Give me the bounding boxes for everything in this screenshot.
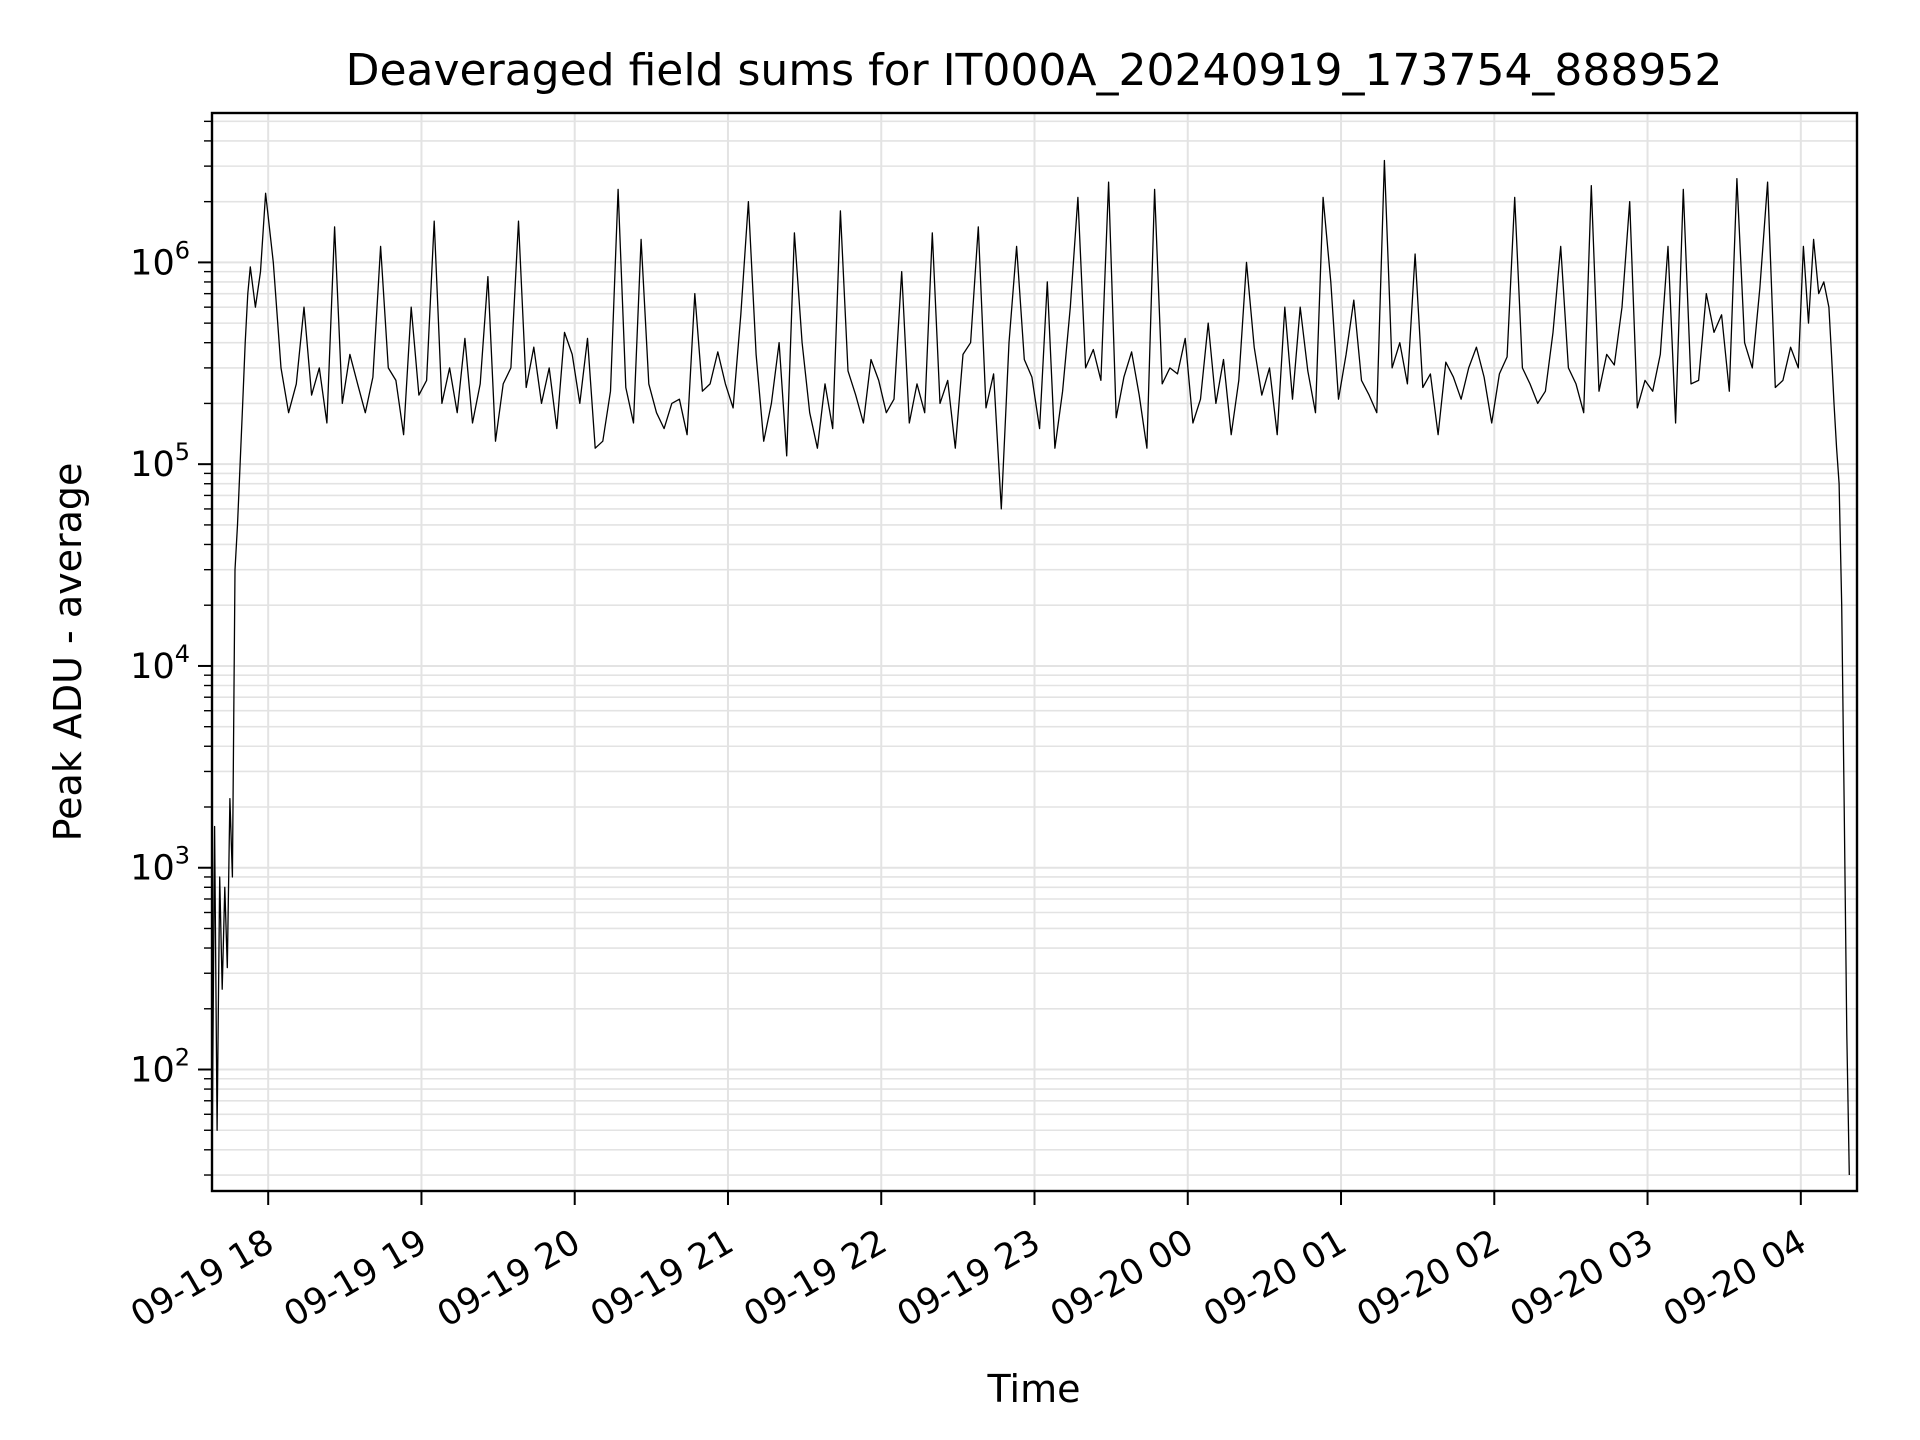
grid: [212, 113, 1857, 1191]
y-axis: 102 103 104 105 106: [130, 120, 212, 1176]
series-line-0: [211, 159, 1850, 1176]
y-tick-label: 104: [130, 640, 190, 687]
y-tick-label: 105: [130, 438, 190, 485]
series-layer: [211, 159, 1850, 1176]
y-tick-label: 102: [130, 1044, 190, 1091]
chart-title: Deaveraged field sums for IT000A_2024091…: [346, 45, 1723, 96]
x-axis-label: Time: [987, 1367, 1081, 1411]
y-tick-label: 106: [130, 236, 190, 283]
y-tick-label: 103: [130, 842, 190, 889]
y-axis-label: Peak ADU - average: [46, 463, 90, 842]
